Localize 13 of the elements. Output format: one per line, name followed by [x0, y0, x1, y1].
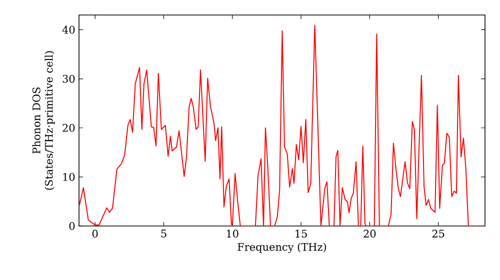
y-tick-label: 10 — [63, 172, 75, 181]
y-tick-label: 0 — [69, 222, 75, 230]
x-tick-label: 0 — [92, 230, 98, 238]
y-tick-label: 40 — [62, 26, 75, 34]
x-tick-label: 20 — [364, 230, 376, 238]
x-tick-label: 10 — [226, 230, 238, 238]
x-axis-title: Frequency (THz) — [238, 242, 326, 254]
y-tick-label: 30 — [62, 74, 75, 83]
y-axis-title: Phonon DOS (States/THz·primitive cell) — [32, 51, 55, 190]
x-tick-label: 15 — [296, 230, 307, 238]
x-tick-label: 5 — [161, 230, 166, 238]
y-tick-label: 20 — [62, 124, 75, 132]
x-tick-label: 25 — [432, 230, 444, 238]
